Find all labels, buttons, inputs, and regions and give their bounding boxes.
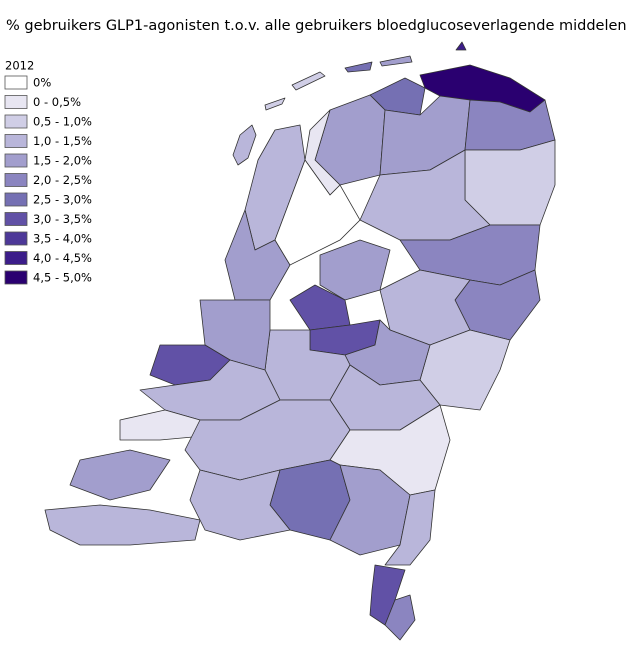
legend-label: 1,5 - 2,0%	[33, 154, 92, 168]
legend-swatch	[4, 95, 28, 109]
region	[379, 55, 413, 67]
region	[344, 61, 373, 73]
region	[384, 594, 416, 641]
legend-swatch	[4, 114, 28, 129]
region	[291, 71, 326, 91]
legend-label: 4,0 - 4,5%	[33, 251, 92, 265]
legend-label: 0 - 0,5%	[33, 95, 81, 109]
legend-label: 3,5 - 4,0%	[33, 232, 92, 246]
legend-swatch	[4, 251, 28, 265]
legend-swatch	[4, 192, 28, 207]
legend-label: 1,0 - 1,5%	[33, 134, 92, 148]
legend-swatch	[4, 173, 28, 187]
legend-title: 2012	[5, 59, 34, 73]
legend-label: 4,5 - 5,0%	[33, 271, 92, 285]
region	[44, 504, 201, 546]
legend-label: 2,5 - 3,0%	[33, 193, 92, 207]
region	[232, 124, 257, 166]
legend: 0% 0 - 0,5% 0,5 - 1,0% 1,0 - 1,5% 1,5 - 2,0%…	[4, 75, 92, 285]
lake	[274, 159, 361, 266]
region	[329, 464, 411, 556]
region	[455, 41, 467, 51]
region	[384, 489, 436, 566]
region	[224, 209, 291, 301]
region	[464, 139, 556, 226]
legend-swatch	[4, 153, 28, 168]
legend-swatch	[4, 212, 28, 226]
map-title: % gebruikers GLP1-agonisten t.o.v. alle …	[6, 18, 627, 34]
legend-label: 2,0 - 2,5%	[33, 173, 92, 187]
region	[289, 284, 351, 331]
legend-swatch	[4, 75, 28, 90]
region	[69, 449, 171, 501]
legend-label: 3,0 - 3,5%	[33, 212, 92, 226]
legend-label: 0%	[33, 76, 51, 90]
region	[319, 239, 391, 301]
region	[464, 99, 556, 151]
region	[189, 469, 291, 541]
legend-swatch	[4, 231, 28, 246]
region	[264, 97, 286, 111]
legend-label: 0,5 - 1,0%	[33, 115, 92, 129]
map	[44, 41, 556, 641]
legend-swatch	[4, 270, 28, 285]
legend-swatch	[4, 134, 28, 148]
